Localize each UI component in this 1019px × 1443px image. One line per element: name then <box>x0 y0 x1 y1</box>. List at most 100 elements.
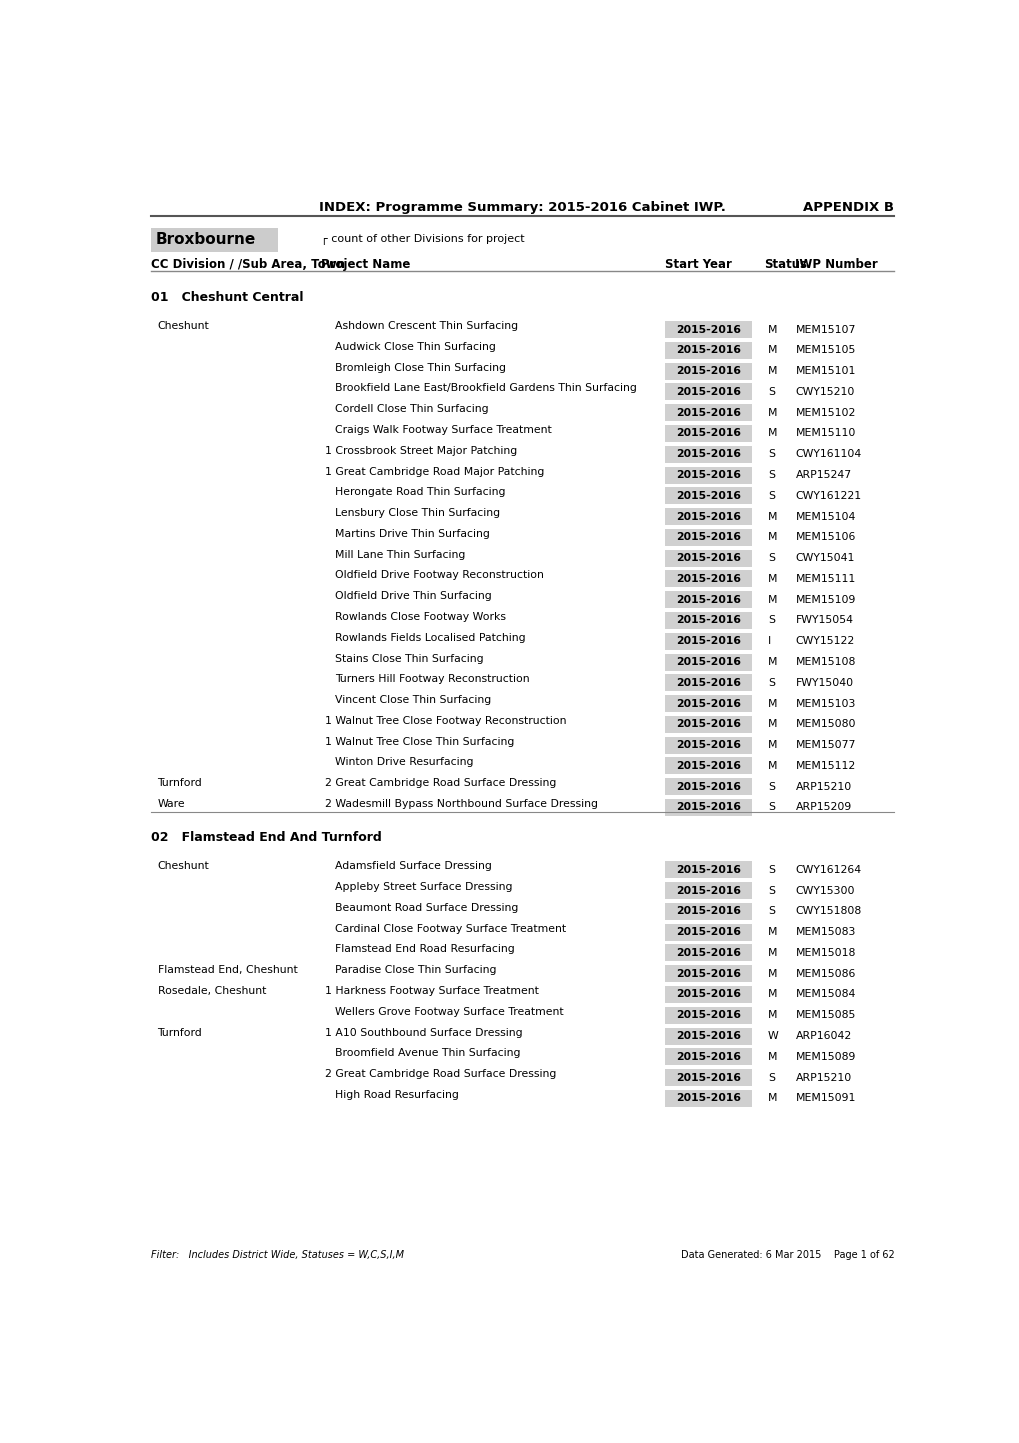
Text: CWY161264: CWY161264 <box>795 864 861 874</box>
Text: MEM15101: MEM15101 <box>795 367 855 377</box>
Text: MEM15102: MEM15102 <box>795 408 855 417</box>
Text: 2015-2016: 2015-2016 <box>676 616 740 625</box>
Text: M: M <box>767 720 776 729</box>
Text: FWY15054: FWY15054 <box>795 616 853 625</box>
Text: 2015-2016: 2015-2016 <box>676 1094 740 1104</box>
FancyBboxPatch shape <box>664 384 751 401</box>
Text: MEM15077: MEM15077 <box>795 740 855 750</box>
Text: Cheshunt: Cheshunt <box>157 861 209 872</box>
FancyBboxPatch shape <box>664 1048 751 1065</box>
Text: Cordell Close Thin Surfacing: Cordell Close Thin Surfacing <box>334 404 488 414</box>
Text: 2015-2016: 2015-2016 <box>676 574 740 584</box>
Text: M: M <box>767 657 776 667</box>
Text: Stains Close Thin Surfacing: Stains Close Thin Surfacing <box>334 654 483 664</box>
Text: Oldfield Drive Footway Reconstruction: Oldfield Drive Footway Reconstruction <box>334 570 543 580</box>
Text: 1 Crossbrook Street Major Patching: 1 Crossbrook Street Major Patching <box>325 446 517 456</box>
Text: 2015-2016: 2015-2016 <box>676 595 740 605</box>
Text: 2015-2016: 2015-2016 <box>676 886 740 896</box>
Text: 2015-2016: 2015-2016 <box>676 553 740 563</box>
Text: MEM15086: MEM15086 <box>795 968 855 978</box>
Text: MEM15111: MEM15111 <box>795 574 855 584</box>
Text: 1 A10 Southbound Surface Dressing: 1 A10 Southbound Surface Dressing <box>325 1027 523 1038</box>
Text: Martins Drive Thin Surfacing: Martins Drive Thin Surfacing <box>334 528 489 538</box>
Text: 2015-2016: 2015-2016 <box>676 678 740 688</box>
Text: M: M <box>767 512 776 521</box>
Text: 2015-2016: 2015-2016 <box>676 325 740 335</box>
Text: MEM15091: MEM15091 <box>795 1094 855 1104</box>
Text: 02   Flamstead End And Turnford: 02 Flamstead End And Turnford <box>151 831 381 844</box>
Text: 2015-2016: 2015-2016 <box>676 968 740 978</box>
Text: 2015-2016: 2015-2016 <box>676 512 740 521</box>
FancyBboxPatch shape <box>664 592 751 608</box>
Text: S: S <box>767 616 774 625</box>
Text: M: M <box>767 367 776 377</box>
Text: M: M <box>767 345 776 355</box>
Text: 2015-2016: 2015-2016 <box>676 1032 740 1040</box>
Text: Bromleigh Close Thin Surfacing: Bromleigh Close Thin Surfacing <box>334 362 505 372</box>
FancyBboxPatch shape <box>151 228 277 253</box>
Text: 2015-2016: 2015-2016 <box>676 532 740 543</box>
FancyBboxPatch shape <box>664 716 751 733</box>
Text: 2015-2016: 2015-2016 <box>676 802 740 812</box>
Text: CWY161221: CWY161221 <box>795 491 861 501</box>
Text: S: S <box>767 906 774 916</box>
Text: ┌ count of other Divisions for project: ┌ count of other Divisions for project <box>321 234 525 245</box>
Text: S: S <box>767 886 774 896</box>
Text: MEM15105: MEM15105 <box>795 345 855 355</box>
Text: Ware: Ware <box>157 799 185 810</box>
Text: Project Name: Project Name <box>321 258 410 271</box>
Text: 2015-2016: 2015-2016 <box>676 345 740 355</box>
FancyBboxPatch shape <box>664 986 751 1003</box>
Text: Broomfield Avenue Thin Surfacing: Broomfield Avenue Thin Surfacing <box>334 1048 520 1058</box>
FancyBboxPatch shape <box>664 903 751 919</box>
FancyBboxPatch shape <box>664 342 751 359</box>
Text: ARP15209: ARP15209 <box>795 802 851 812</box>
Text: M: M <box>767 1010 776 1020</box>
Text: M: M <box>767 698 776 709</box>
FancyBboxPatch shape <box>664 612 751 629</box>
Text: M: M <box>767 928 776 937</box>
Text: M: M <box>767 1094 776 1104</box>
Text: Paradise Close Thin Surfacing: Paradise Close Thin Surfacing <box>334 965 495 975</box>
FancyBboxPatch shape <box>664 528 751 545</box>
FancyBboxPatch shape <box>664 550 751 567</box>
Text: APPENDIX B: APPENDIX B <box>803 201 894 214</box>
Text: MEM15018: MEM15018 <box>795 948 855 958</box>
Text: M: M <box>767 760 776 771</box>
Text: Rowlands Fields Localised Patching: Rowlands Fields Localised Patching <box>334 632 525 642</box>
Text: Broxbourne: Broxbourne <box>155 232 255 247</box>
FancyBboxPatch shape <box>664 362 751 380</box>
Text: M: M <box>767 968 776 978</box>
Text: Start Year: Start Year <box>664 258 732 271</box>
Text: MEM15085: MEM15085 <box>795 1010 855 1020</box>
FancyBboxPatch shape <box>664 924 751 941</box>
Text: MEM15089: MEM15089 <box>795 1052 855 1062</box>
FancyBboxPatch shape <box>664 508 751 525</box>
Text: Mill Lane Thin Surfacing: Mill Lane Thin Surfacing <box>334 550 465 560</box>
FancyBboxPatch shape <box>664 320 751 338</box>
Text: INDEX: Programme Summary: 2015-2016 Cabinet IWP.: INDEX: Programme Summary: 2015-2016 Cabi… <box>319 201 726 214</box>
Text: Wellers Grove Footway Surface Treatment: Wellers Grove Footway Surface Treatment <box>334 1007 562 1017</box>
FancyBboxPatch shape <box>664 736 751 753</box>
Text: Filter:   Includes District Wide, Statuses = W,C,S,I,M: Filter: Includes District Wide, Statuses… <box>151 1250 404 1260</box>
Text: M: M <box>767 532 776 543</box>
FancyBboxPatch shape <box>664 674 751 691</box>
Text: 2 Wadesmill Bypass Northbound Surface Dressing: 2 Wadesmill Bypass Northbound Surface Dr… <box>325 799 597 810</box>
Text: MEM15106: MEM15106 <box>795 532 855 543</box>
Text: Rowlands Close Footway Works: Rowlands Close Footway Works <box>334 612 505 622</box>
Text: 2015-2016: 2015-2016 <box>676 760 740 771</box>
Text: Turnford: Turnford <box>157 778 202 788</box>
Text: M: M <box>767 740 776 750</box>
Text: 2015-2016: 2015-2016 <box>676 698 740 709</box>
Text: W: W <box>767 1032 777 1040</box>
Text: S: S <box>767 470 774 481</box>
FancyBboxPatch shape <box>664 424 751 442</box>
Text: MEM15104: MEM15104 <box>795 512 855 521</box>
Text: Audwick Close Thin Surfacing: Audwick Close Thin Surfacing <box>334 342 495 352</box>
Text: CWY15210: CWY15210 <box>795 387 854 397</box>
Text: M: M <box>767 429 776 439</box>
Text: Craigs Walk Footway Surface Treatment: Craigs Walk Footway Surface Treatment <box>334 424 551 434</box>
Text: Winton Drive Resurfacing: Winton Drive Resurfacing <box>334 758 473 768</box>
Text: 1 Great Cambridge Road Major Patching: 1 Great Cambridge Road Major Patching <box>325 466 544 476</box>
Text: S: S <box>767 387 774 397</box>
